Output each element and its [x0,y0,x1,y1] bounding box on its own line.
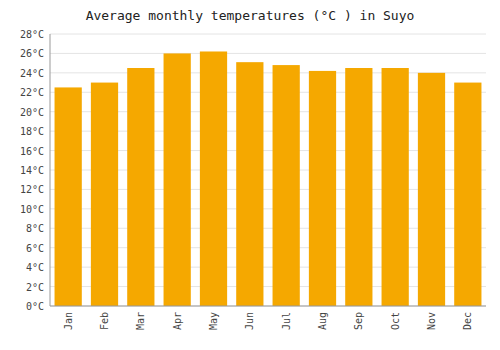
grid-line [50,34,486,35]
x-tick-label: Dec [462,312,473,330]
bar [345,68,372,306]
bar [454,83,481,306]
x-tick-label: Nov [426,312,437,330]
title: Average monthly temperatures (°C ) in Su… [86,8,415,23]
y-tick-label: 10°C [20,204,44,215]
x-tick-label: Sep [353,312,364,330]
bar [200,51,227,306]
y-tick-label: 24°C [20,68,44,79]
bar [418,73,445,306]
x-tick-label: Feb [99,312,110,330]
y-tick-label: 28°C [20,29,44,40]
x-tick-label: Jun [244,312,255,330]
x-tick-label: Mar [135,312,146,330]
y-tick-label: 26°C [20,48,44,59]
y-tick-label: 20°C [20,107,44,118]
y-axis-line [50,34,51,306]
bar [55,87,82,306]
x-tick-label: Jan [63,312,74,330]
bars [55,51,482,306]
grid-line [50,53,486,54]
y-tick-label: 14°C [20,165,44,176]
y-tick-label: 22°C [20,87,44,98]
grid [50,34,486,306]
y-tick-label: 2°C [26,282,44,293]
bar [236,62,263,306]
y-tick-label: 18°C [20,126,44,137]
y-tick-label: 8°C [26,223,44,234]
y-tick-label: 12°C [20,184,44,195]
grid-line [50,306,486,307]
x-axis-line [50,306,486,307]
y-tick-label: 4°C [26,262,44,273]
bar [309,71,336,306]
bar [273,65,300,306]
chart-svg: Average monthly temperatures (°C ) in Su… [0,0,500,350]
x-tick-label: Aug [317,312,328,330]
bar [127,68,154,306]
x-tick-label: Jul [281,312,292,330]
x-tick-label: Oct [390,312,401,330]
y-tick-label: 6°C [26,243,44,254]
bar [382,68,409,306]
x-tick-label: May [208,312,219,330]
chart-container: Average monthly temperatures (°C ) in Su… [0,0,500,350]
bar [164,53,191,306]
bar [91,83,118,306]
y-tick-label: 16°C [20,146,44,157]
y-tick-label: 0°C [26,301,44,312]
x-tick-label: Apr [172,312,183,330]
